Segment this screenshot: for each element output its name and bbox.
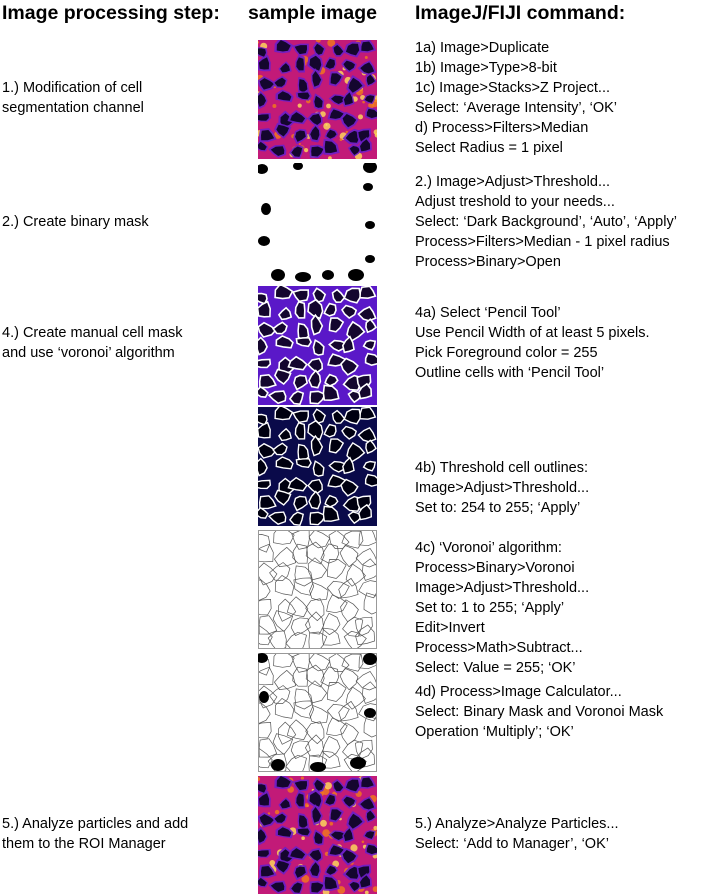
command-1: 1a) Image>Duplicate 1b) Image>Type>8-bit…	[415, 38, 617, 158]
command-line: 1c) Image>Stacks>Z Project...	[415, 80, 611, 96]
sample-image-binary-mask	[258, 163, 377, 282]
command-line: Edit>Invert	[415, 620, 485, 636]
step-1-text: 1.) Modification of cell segmentation ch…	[2, 78, 144, 118]
command-line: Image>Adjust>Threshold...	[415, 480, 590, 496]
step-line: 1.) Modification of cell	[2, 80, 143, 96]
command-line: Set to: 1 to 255; ‘Apply’	[415, 600, 565, 616]
step-line: segmentation channel	[2, 100, 144, 116]
step-line: them to the ROI Manager	[2, 836, 166, 852]
command-line: Process>Binary>Voronoi	[415, 560, 575, 576]
sample-image-fire-lut	[258, 40, 377, 159]
command-line: Adjust treshold to your needs...	[415, 194, 615, 210]
command-4b: 4b) Threshold cell outlines: Image>Adjus…	[415, 458, 589, 518]
header-command: ImageJ/FIJI command:	[415, 2, 626, 24]
step-5-text: 5.) Analyze particles and add them to th…	[2, 814, 188, 854]
step-4-text: 4.) Create manual cell mask and use ‘vor…	[2, 323, 183, 363]
command-4c: 4c) ‘Voronoi’ algorithm: Process>Binary>…	[415, 538, 589, 678]
sample-image-multiplied-mask	[258, 653, 377, 772]
sample-image-manual-outlines	[258, 286, 377, 405]
command-line: Select: ‘Dark Background’, ‘Auto’, ‘Appl…	[415, 214, 677, 230]
command-line: Outline cells with ‘Pencil Tool’	[415, 365, 605, 381]
command-line: Select: ‘Average Intensity’, ‘OK’	[415, 100, 618, 116]
sample-image-voronoi	[258, 530, 377, 649]
header-processing-step: Image processing step:	[2, 2, 220, 24]
command-line: Operation ‘Multiply’; ‘OK’	[415, 724, 574, 740]
command-4a: 4a) Select ‘Pencil Tool’ Use Pencil Widt…	[415, 303, 650, 383]
command-line: Select: Binary Mask and Voronoi Mask	[415, 704, 664, 720]
command-line: 4c) ‘Voronoi’ algorithm:	[415, 540, 562, 556]
command-4d: 4d) Process>Image Calculator... Select: …	[415, 682, 663, 742]
command-line: 4d) Process>Image Calculator...	[415, 684, 622, 700]
command-line: Set to: 254 to 255; ‘Apply’	[415, 500, 581, 516]
command-line: Process>Math>Subtract...	[415, 640, 583, 656]
command-line: Select Radius = 1 pixel	[415, 140, 563, 156]
command-line: 1b) Image>Type>8-bit	[415, 60, 557, 76]
sample-image-fire-lut-final	[258, 776, 377, 894]
step-line: 2.) Create binary mask	[2, 214, 149, 230]
command-line: Pick Foreground color = 255	[415, 345, 598, 361]
step-2-text: 2.) Create binary mask	[2, 212, 149, 232]
command-line: d) Process>Filters>Median	[415, 120, 589, 136]
step-line: 5.) Analyze particles and add	[2, 816, 189, 832]
sample-image-threshold-outlines	[258, 407, 377, 526]
header-sample-image: sample image	[248, 2, 377, 24]
command-line: 4b) Threshold cell outlines:	[415, 460, 589, 476]
command-line: Image>Adjust>Threshold...	[415, 580, 590, 596]
command-line: 1a) Image>Duplicate	[415, 40, 550, 56]
command-line: 2.) Image>Adjust>Threshold...	[415, 174, 611, 190]
command-line: 5.) Analyze>Analyze Particles...	[415, 816, 619, 832]
command-line: Use Pencil Width of at least 5 pixels.	[415, 325, 650, 341]
step-line: and use ‘voronoi’ algorithm	[2, 345, 175, 361]
command-line: Process>Binary>Open	[415, 254, 561, 270]
command-line: Select: ‘Add to Manager’, ‘OK’	[415, 836, 609, 852]
step-line: 4.) Create manual cell mask	[2, 325, 183, 341]
command-2: 2.) Image>Adjust>Threshold... Adjust tre…	[415, 172, 677, 272]
command-line: Select: Value = 255; ‘OK’	[415, 660, 576, 676]
command-5: 5.) Analyze>Analyze Particles... Select:…	[415, 814, 619, 854]
command-line: Process>Filters>Median - 1 pixel radius	[415, 234, 670, 250]
command-line: 4a) Select ‘Pencil Tool’	[415, 305, 561, 321]
